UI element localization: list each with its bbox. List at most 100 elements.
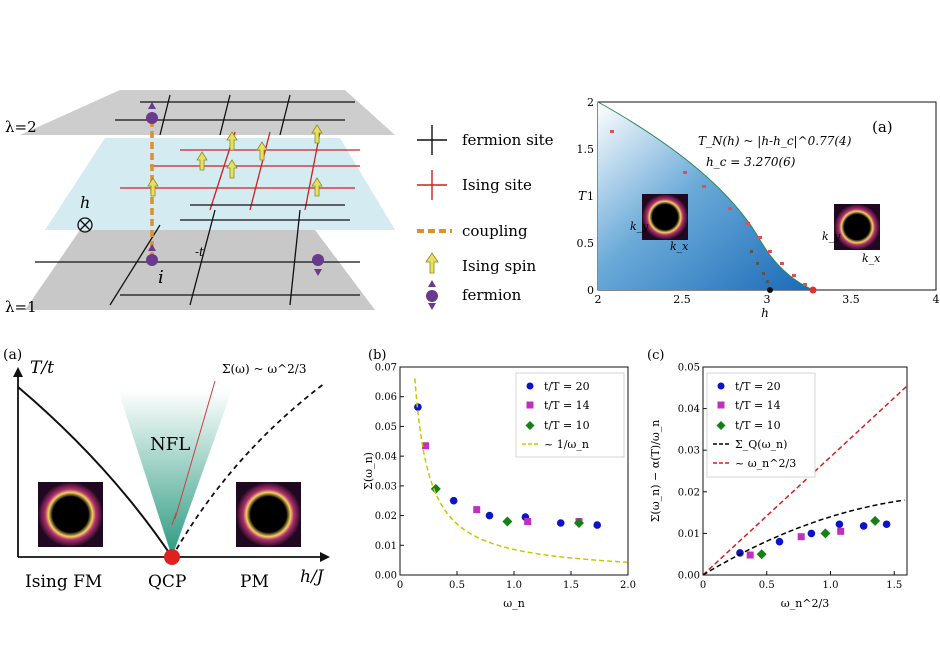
svg-text:t/T = 14: t/T = 14 [544,399,590,412]
panel-c-ytick-label: 0.04 [678,404,700,415]
panel-c-ytick-label: 0.01 [678,529,700,540]
panel-b-point [422,442,430,450]
svg-text:Ising spin: Ising spin [462,257,537,275]
panel-b-label: (b) [368,348,386,363]
hop-label: -t [195,245,204,259]
panel-b-xlabel: ω_n [503,597,525,610]
svg-text:coupling: coupling [462,222,528,240]
pm-label: PM [240,572,269,592]
panel-c-ylabel: Σ(ω_n) − α(T)/ω_n [649,420,662,523]
panel-c-point [837,527,845,535]
qcp-label: QCP [148,572,186,592]
hc-formula: h_c = 3.270(6) [706,155,796,169]
panel-b-point [524,518,532,526]
lambda-top-label: λ=2 [5,118,37,136]
svg-text:fermion: fermion [462,286,522,304]
fm-boundary [17,386,173,558]
panel-b-inverse-curve [414,378,627,563]
panel-c-point [797,533,805,541]
fermi-surface-pm [236,482,301,547]
top-plane [20,90,395,135]
svg-text:2: 2 [595,293,602,306]
panel-b-xtick-label: 1.5 [563,580,579,591]
svg-text:Σ_Q(ω_n): Σ_Q(ω_n) [735,438,787,451]
svg-text:t/T = 14: t/T = 14 [735,399,781,412]
nfl-label: NFL [150,434,190,455]
phase-boundary [597,101,814,291]
legend-ising-site: Ising site [417,170,532,200]
panel-c-point [807,529,816,538]
panel-b-ytick-label: 0.07 [375,363,397,374]
ising-plane [45,138,395,230]
panel-c-xtick-label: 0.5 [759,580,775,591]
panel-c-ytick-label: 0.05 [678,363,700,374]
kx-label-left: k_x [670,240,689,253]
tn-points [610,130,807,286]
svg-text:1: 1 [587,190,594,203]
svg-text:3.5: 3.5 [842,293,860,306]
panel-c-ytick-label: 0.02 [678,487,700,498]
gray-points [750,250,769,283]
panel-c-point [870,515,881,526]
site-label: i [158,267,164,288]
panel-c-axes [702,366,908,576]
ising-fm-label: Ising FM [25,572,102,592]
lambda-bottom-label: λ=1 [5,298,37,315]
panel-c-xtick-label: 1.5 [886,580,902,591]
panel-b: (b) 0 0.5 1.0 1.5 2.0 0.00 0.01 0.02 0.03 0.04 0.0… [360,345,645,620]
panel-c-xlabel: ω_n^2/3 [781,597,829,610]
legend-coupling: coupling [417,222,528,240]
bottom-grid [35,204,360,306]
legend-ising-spin: Ising spin [425,252,537,275]
panel-c-ytick-label: 0.00 [678,571,700,582]
phase-xlabel: h [761,306,769,320]
panel-b-ytick-label: 0.05 [375,422,397,433]
panel-b-point [485,511,494,520]
schematic-x-label: h/J [300,567,325,587]
svg-text:t/T = 10: t/T = 10 [544,419,590,432]
kx-label-right: k_x [862,252,881,265]
ky-label-left: k_y [630,220,649,233]
panel-b-ytick-label: 0.06 [375,392,397,403]
fermi-surface-inset-left [642,194,688,240]
panel-c-point [835,520,844,529]
schematic-panel-label: (a) [3,347,22,363]
panel-b-ytick-label: 0.00 [375,571,397,582]
svg-text:fermion site: fermion site [462,131,554,149]
panel-c-label: (c) [647,348,664,363]
panel-c-point [859,522,868,530]
tn-formula: T_N(h) ~ |h-h_c|^0.77(4) [698,134,852,148]
phase-diagram: k_y k_x k_y k_x T_N(h) ~ |h-h_c|^0.77(4)… [570,90,940,320]
panel-c-point [775,537,784,546]
panel-b-point [449,496,458,505]
field-label: h [80,193,90,212]
svg-text:0: 0 [587,284,594,297]
panel-c-point [820,528,831,539]
panel-b-xtick-label: 0 [397,580,403,591]
panel-b-xtick-label: 0.5 [449,580,465,591]
sigma-arrow [171,380,216,526]
phase-yticks: 0 0.5 1 1.5 2 [577,96,595,297]
panel-b-xtick-label: 1.0 [506,580,522,591]
fermions [146,102,324,276]
svg-text:t/T = 10: t/T = 10 [735,419,781,432]
ordered-region [598,102,813,290]
crossover-line [171,382,326,558]
svg-text:2: 2 [587,96,594,109]
panel-b-xtick-label: 2.0 [620,580,636,591]
svg-text:t/T = 20: t/T = 20 [735,380,781,393]
ising-spins [147,124,323,197]
lattice-legend: fermion site Ising site coupling Ising s… [412,120,572,310]
black-point [767,287,773,293]
lattice-svg: h -t i λ=2 λ=1 [5,90,395,316]
panel-c-ytick-label: 0.03 [678,446,700,457]
panel-c-point [756,549,767,560]
panel-b-point [556,519,565,527]
fermi-surface-inset-right [834,204,880,250]
nfl-cone [118,390,232,557]
svg-text:2.5: 2.5 [673,293,691,306]
panel-b-ytick-label: 0.03 [375,481,397,492]
svg-text:3: 3 [764,293,771,306]
panel-c-xtick-label: 1.0 [823,580,839,591]
svg-text:~ 1/ω_n: ~ 1/ω_n [544,438,589,451]
